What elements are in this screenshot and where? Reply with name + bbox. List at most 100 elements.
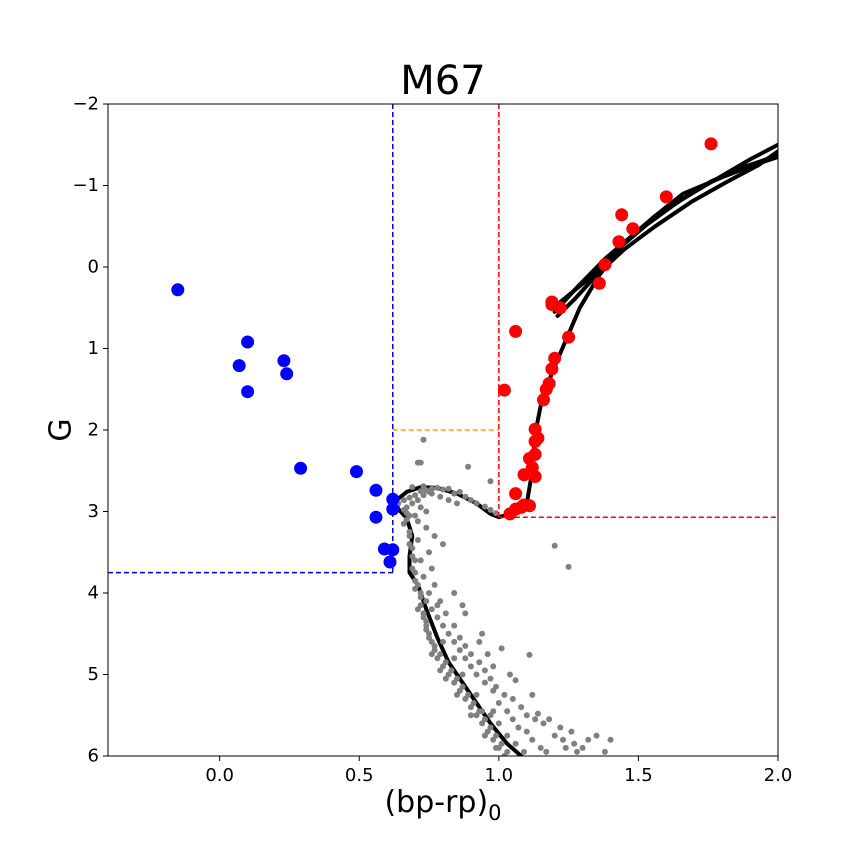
field-stars-point-187 xyxy=(431,533,438,539)
field-stars-point-104 xyxy=(515,724,522,731)
giants-point-24 xyxy=(517,468,531,482)
blue-stragglers-point-2 xyxy=(232,359,246,373)
field-stars-point-33 xyxy=(454,500,460,507)
field-stars-point-81 xyxy=(465,691,472,698)
field-stars-point-68 xyxy=(406,528,413,535)
field-stars-point-19 xyxy=(467,497,474,504)
field-stars-point-141 xyxy=(451,655,458,662)
y-tick-label-2: 0 xyxy=(88,257,99,278)
field-stars-point-149 xyxy=(521,748,527,755)
reference-lines xyxy=(108,104,778,574)
field-stars-point-121 xyxy=(493,683,499,690)
field-stars-point-131 xyxy=(579,744,586,751)
field-stars-point-78 xyxy=(448,667,455,674)
field-stars-point-79 xyxy=(454,675,460,682)
field-stars-point-186 xyxy=(423,524,430,531)
field-stars-point-179 xyxy=(454,691,460,698)
y-tick-label-4: 2 xyxy=(88,420,99,441)
field-stars-point-5 xyxy=(409,500,416,507)
y-tick-label-0: −2 xyxy=(72,94,99,115)
field-stars-point-110 xyxy=(428,565,435,572)
field-stars-point-108 xyxy=(543,748,550,755)
field-stars-point-93 xyxy=(445,630,452,637)
field-stars-point-144 xyxy=(479,708,486,715)
field-stars-point-147 xyxy=(504,732,511,739)
field-stars-point-30 xyxy=(428,490,435,497)
field-stars-group xyxy=(392,436,614,756)
field-stars-point-143 xyxy=(473,691,480,698)
field-stars-point-80 xyxy=(459,683,466,690)
field-stars-point-151 xyxy=(484,651,491,658)
giants-point-26 xyxy=(509,487,523,501)
field-stars-point-183 xyxy=(400,506,407,513)
x-axis-title-subscript: 0 xyxy=(488,801,501,825)
field-stars-point-21 xyxy=(481,503,488,510)
field-stars-point-177 xyxy=(437,667,444,674)
blue-stragglers-point-7 xyxy=(350,465,363,479)
field-stars-point-146 xyxy=(495,720,502,727)
field-stars-point-165 xyxy=(557,724,564,731)
field-stars-point-86 xyxy=(493,732,499,739)
field-stars-point-72 xyxy=(420,610,427,617)
field-stars-point-105 xyxy=(523,728,530,735)
y-tick-label-8: 6 xyxy=(88,746,99,767)
field-stars-point-2 xyxy=(400,497,407,504)
y-tick-label-3: 1 xyxy=(88,338,99,359)
field-stars-point-171 xyxy=(406,541,413,548)
field-stars-point-118 xyxy=(476,659,483,666)
field-stars-point-153 xyxy=(512,677,519,684)
y-tick-label-5: 3 xyxy=(88,501,99,522)
field-stars-point-35 xyxy=(420,436,427,443)
blue-stragglers-point-11 xyxy=(369,510,383,524)
giants-point-12 xyxy=(548,351,562,365)
field-stars-point-140 xyxy=(440,638,446,645)
field-stars-point-184 xyxy=(406,512,413,519)
field-stars-point-96 xyxy=(462,655,469,662)
field-stars-point-134 xyxy=(607,736,614,743)
field-stars-point-18 xyxy=(462,493,469,500)
field-stars-point-84 xyxy=(481,716,488,723)
field-stars-point-106 xyxy=(529,736,536,743)
field-stars-point-116 xyxy=(462,643,469,649)
x-tick-label-3: 1.5 xyxy=(624,765,653,786)
field-stars-point-95 xyxy=(456,647,463,654)
field-stars-point-173 xyxy=(412,585,419,592)
field-stars-point-148 xyxy=(512,740,519,747)
blue-stragglers-group xyxy=(171,283,400,569)
blue-stragglers-point-5 xyxy=(241,385,255,399)
giants-group xyxy=(497,137,718,521)
field-stars-point-154 xyxy=(526,651,533,658)
field-stars-point-188 xyxy=(440,541,446,548)
field-stars-point-76 xyxy=(437,651,444,658)
field-stars-point-97 xyxy=(467,663,474,670)
field-stars-point-28 xyxy=(409,484,416,491)
field-stars-point-132 xyxy=(593,732,600,739)
field-stars-point-168 xyxy=(562,744,569,751)
field-stars-point-159 xyxy=(451,590,458,596)
field-stars-point-12 xyxy=(428,485,435,492)
field-stars-point-119 xyxy=(481,667,488,674)
giants-point-17 xyxy=(497,383,511,397)
field-stars-point-182 xyxy=(493,744,499,751)
field-stars-point-169 xyxy=(574,748,580,755)
y-axis-ticks: −2 −1 0 1 2 3 4 5 6 xyxy=(72,94,108,767)
field-stars-point-89 xyxy=(423,598,430,605)
field-stars-point-181 xyxy=(481,732,488,739)
blue-stragglers-point-6 xyxy=(294,461,308,475)
field-stars-point-22 xyxy=(487,506,494,513)
blue-stragglers-point-0 xyxy=(171,283,185,297)
field-stars-point-185 xyxy=(414,518,421,525)
field-stars-point-122 xyxy=(501,691,508,698)
y-tick-label-7: 5 xyxy=(88,664,99,685)
field-stars-point-136 xyxy=(417,557,424,564)
giants-point-0 xyxy=(704,137,718,151)
field-stars-point-101 xyxy=(495,700,502,706)
giants-point-13 xyxy=(545,362,559,376)
field-stars-point-102 xyxy=(504,708,511,715)
field-stars-point-158 xyxy=(507,671,513,678)
field-stars-point-13 xyxy=(434,484,441,491)
field-stars-point-43 xyxy=(406,533,413,539)
field-stars-point-40 xyxy=(551,542,558,549)
